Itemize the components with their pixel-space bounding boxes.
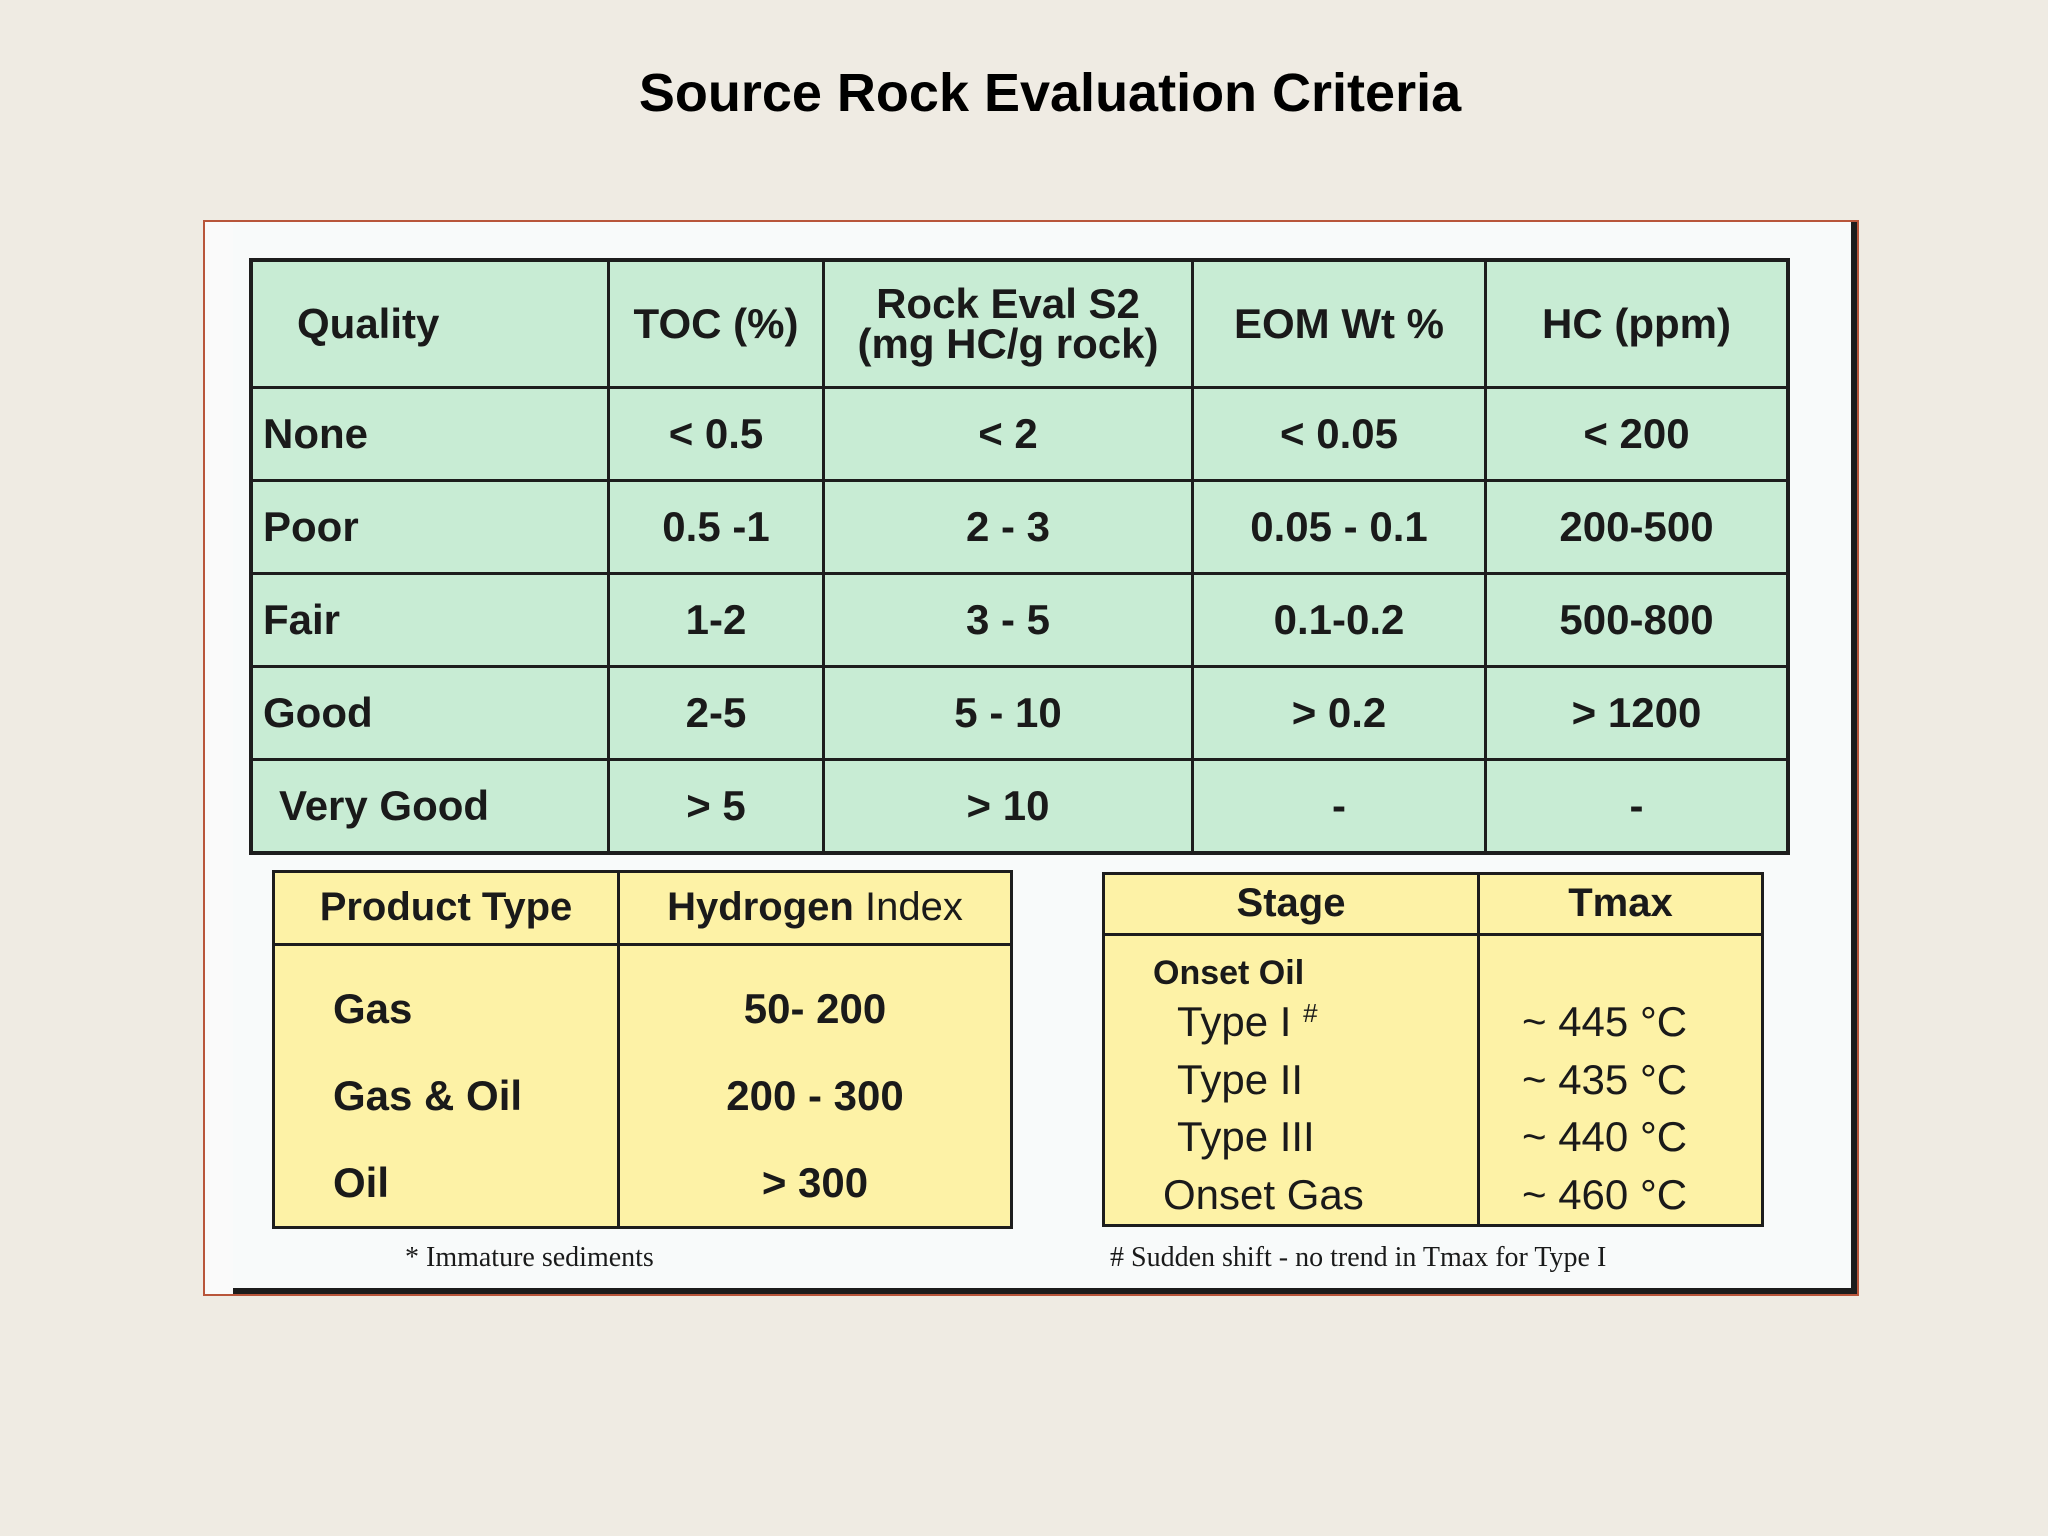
table-row: Type III ~ 440 °C	[1103, 1108, 1763, 1167]
tmax-cell: ~ 440 °C	[1522, 1113, 1688, 1161]
product-type-cell: Gas & Oil	[273, 1053, 620, 1140]
header-hydrogen-index: Hydrogen Index	[618, 871, 1012, 946]
header-product-type: Product Type	[273, 871, 620, 946]
eom-cell: > 0.2	[1191, 665, 1487, 761]
product-type-cell: Gas	[273, 944, 620, 1054]
stage-cell: Type I #	[1103, 993, 1480, 1052]
hc-cell: 200-500	[1484, 479, 1790, 575]
toc-cell: > 5	[607, 758, 825, 855]
eom-cell: < 0.05	[1191, 386, 1487, 482]
hydrogen-index-cell: > 300	[761, 1158, 869, 1206]
hydrogen-index-cell: 200 - 300	[726, 1072, 904, 1120]
hc-cell: > 1200	[1484, 665, 1790, 761]
table-row: Type I # ~ 445 °C	[1103, 993, 1763, 1052]
tmax-cell: ~ 445 °C	[1522, 998, 1688, 1046]
hc-cell: -	[1484, 758, 1790, 855]
criteria-panel: Quality TOC (%) Rock Eval S2 (mg HC/g ro…	[203, 220, 1859, 1296]
hc-cell: 500-800	[1484, 572, 1790, 668]
page-title: Source Rock Evaluation Criteria	[638, 63, 1462, 123]
header-eom: EOM Wt %	[1191, 258, 1487, 389]
header-tmax: Tmax	[1478, 873, 1763, 936]
s2-cell: 3 - 5	[822, 572, 1194, 668]
header-rock-eval-line2: (mg HC/g rock)	[857, 320, 1159, 367]
table-row: Type II ~ 435 °C	[1103, 1051, 1763, 1109]
header-hc: HC (ppm)	[1484, 258, 1790, 389]
onset-oil-label: Onset Oil	[1103, 934, 1480, 994]
table-row: Gas 50- 200	[273, 944, 1012, 1054]
quality-table-header: Quality TOC (%) Rock Eval S2 (mg HC/g ro…	[249, 258, 1790, 389]
table-row: Very Good > 5 > 10 - -	[249, 758, 1790, 855]
toc-cell: 1-2	[607, 572, 825, 668]
quality-cell: Very Good	[249, 758, 610, 855]
empty-cell	[1479, 934, 1763, 993]
header-index: Index	[864, 885, 963, 930]
header-hydrogen: Hydrogen	[667, 885, 854, 930]
immature-footnote: * Immature sediments	[405, 1242, 654, 1273]
product-type-table: Product Type Hydrogen Index Gas 50- 200 …	[272, 870, 1013, 1229]
eom-cell: 0.1-0.2	[1191, 572, 1487, 668]
table-row: Fair 1-2 3 - 5 0.1-0.2 500-800	[249, 572, 1790, 668]
tmax-cell: ~ 435 °C	[1522, 1055, 1688, 1103]
stage-tmax-table: Stage Tmax Onset Oil Type I # ~ 445 °C T…	[1102, 872, 1764, 1227]
eom-cell: 0.05 - 0.1	[1191, 479, 1487, 575]
toc-cell: < 0.5	[607, 386, 825, 482]
s2-cell: > 10	[822, 758, 1194, 855]
hc-cell: < 200	[1484, 386, 1790, 482]
toc-cell: 0.5 -1	[607, 479, 825, 575]
eom-cell: -	[1191, 758, 1487, 855]
table-row: Poor 0.5 -1 2 - 3 0.05 - 0.1 200-500	[249, 479, 1790, 575]
stage-cell: Type III	[1103, 1108, 1480, 1167]
table-row: Gas & Oil 200 - 300	[273, 1053, 1012, 1140]
product-table-header: Product Type Hydrogen Index	[273, 871, 1012, 946]
stage-name: Type I	[1177, 998, 1292, 1046]
product-type-cell: Oil	[273, 1139, 620, 1228]
s2-cell: 5 - 10	[822, 665, 1194, 761]
header-rock-eval: Rock Eval S2 (mg HC/g rock)	[822, 258, 1194, 389]
footnote-mark: #	[1303, 998, 1318, 1029]
s2-cell: 2 - 3	[822, 479, 1194, 575]
tmax-footnote: # Sudden shift - no trend in Tmax for Ty…	[1110, 1242, 1607, 1273]
quality-table: Quality TOC (%) Rock Eval S2 (mg HC/g ro…	[249, 258, 1790, 855]
stage-table-header: Stage Tmax	[1103, 873, 1763, 936]
quality-cell: Poor	[249, 479, 610, 575]
hydrogen-index-cell: 50- 200	[743, 985, 887, 1033]
header-rock-eval-line1: Rock Eval S2	[876, 280, 1140, 327]
toc-cell: 2-5	[607, 665, 825, 761]
table-row: Onset Oil	[1103, 934, 1763, 994]
quality-cell: Fair	[249, 572, 610, 668]
table-row: Good 2-5 5 - 10 > 0.2 > 1200	[249, 665, 1790, 761]
table-row: Onset Gas ~ 460 °C	[1103, 1166, 1763, 1226]
stage-cell: Type II	[1103, 1051, 1480, 1109]
quality-cell: None	[249, 386, 610, 482]
table-row: None < 0.5 < 2 < 0.05 < 200	[249, 386, 1790, 482]
tmax-cell: ~ 460 °C	[1522, 1171, 1688, 1219]
stage-cell: Onset Gas	[1103, 1166, 1480, 1226]
table-row: Oil > 300	[273, 1139, 1012, 1228]
header-stage: Stage	[1103, 873, 1480, 936]
header-quality: Quality	[249, 258, 610, 389]
header-toc: TOC (%)	[607, 258, 825, 389]
quality-cell: Good	[249, 665, 610, 761]
s2-cell: < 2	[822, 386, 1194, 482]
